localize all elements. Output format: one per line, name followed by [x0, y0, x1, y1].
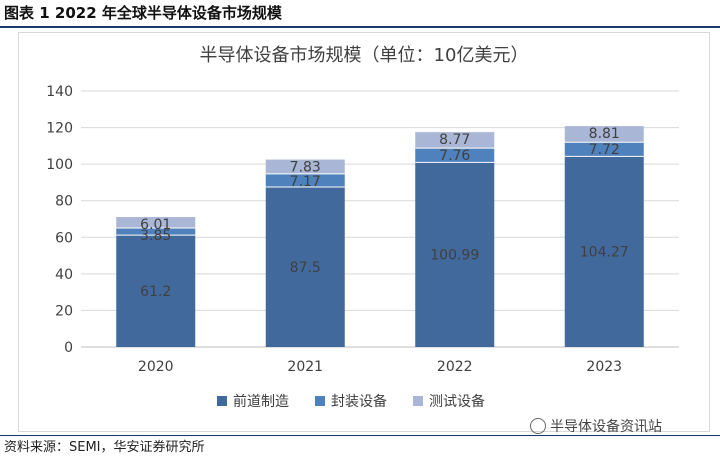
- data-label: 87.5: [290, 260, 321, 276]
- y-tick-label: 20: [55, 303, 73, 319]
- y-tick-label: 40: [55, 267, 73, 283]
- legend: 前道制造 封装设备 测试设备: [217, 393, 485, 410]
- y-tick-label: 120: [46, 121, 73, 137]
- bar-segment: [265, 159, 345, 174]
- data-label: 7.72: [589, 142, 620, 158]
- watermark: 半导体设备资讯站: [530, 416, 662, 436]
- data-label: 8.81: [589, 126, 620, 142]
- legend-swatch: [217, 396, 227, 406]
- y-axis: 0 20 40 60 80 100 120 140: [46, 84, 73, 356]
- bar-segment: [415, 162, 495, 347]
- bar-segment: [116, 217, 196, 229]
- y-tick-label: 0: [64, 340, 73, 356]
- legend-label: 前道制造: [233, 393, 289, 410]
- figure-title: 图表 1 2022 年全球半导体设备市场规模: [4, 4, 282, 22]
- chart-title: 半导体设备市场规模（单位：10亿美元）: [200, 45, 529, 66]
- legend-swatch: [315, 396, 325, 406]
- y-tick-label: 60: [55, 230, 73, 246]
- x-tick-label: 2022: [437, 359, 473, 375]
- stacked-bar-chart: 半导体设备市场规模（单位：10亿美元） 0 20 40 60 80 100 120 140 6…: [46, 45, 679, 410]
- bars: 61.2 3.856.01 87.5 7.177.83 100.99 7.768.77 10…: [116, 126, 644, 347]
- bottom-rule: [0, 435, 720, 436]
- bar-segment: [116, 228, 196, 236]
- source-note: 资料来源：SEMI，华安证券研究所: [4, 440, 205, 455]
- bar-segment: [415, 148, 495, 163]
- x-tick-label: 2020: [138, 359, 174, 375]
- bar-segment: [564, 142, 644, 157]
- data-label: 61.2: [140, 284, 171, 300]
- x-tick-label: 2023: [586, 359, 622, 375]
- data-label: 7.76: [439, 148, 470, 164]
- y-tick-label: 100: [46, 157, 73, 173]
- data-label: 8.77: [439, 132, 470, 148]
- y-tick-label: 140: [46, 84, 73, 100]
- wechat-icon: [530, 418, 546, 434]
- data-label: 104.27: [580, 245, 629, 261]
- bar-segment: [415, 132, 495, 149]
- data-label: 3.85: [140, 228, 171, 244]
- x-tick-label: 2021: [287, 359, 323, 375]
- chart-frame: 半导体设备市场规模（单位：10亿美元） 0 20 40 60 80 100 120 140 6…: [18, 32, 710, 432]
- data-label: 6.01: [140, 217, 171, 233]
- bar-segment: [265, 173, 345, 187]
- y-tick-label: 80: [55, 194, 73, 210]
- bar-segment: [265, 187, 345, 347]
- data-label: 7.17: [290, 174, 321, 190]
- x-axis: 2020 2021 2022 2023: [138, 359, 622, 375]
- bar-segment: [564, 156, 644, 347]
- bar-segment: [564, 126, 644, 143]
- title-rule: [0, 26, 720, 28]
- bar-segment: [116, 235, 196, 347]
- watermark-text: 半导体设备资讯站: [550, 419, 662, 435]
- data-label: 7.83: [290, 160, 321, 176]
- data-label: 100.99: [430, 248, 479, 264]
- legend-label: 封装设备: [331, 393, 387, 410]
- legend-swatch: [413, 396, 423, 406]
- legend-label: 测试设备: [429, 393, 485, 410]
